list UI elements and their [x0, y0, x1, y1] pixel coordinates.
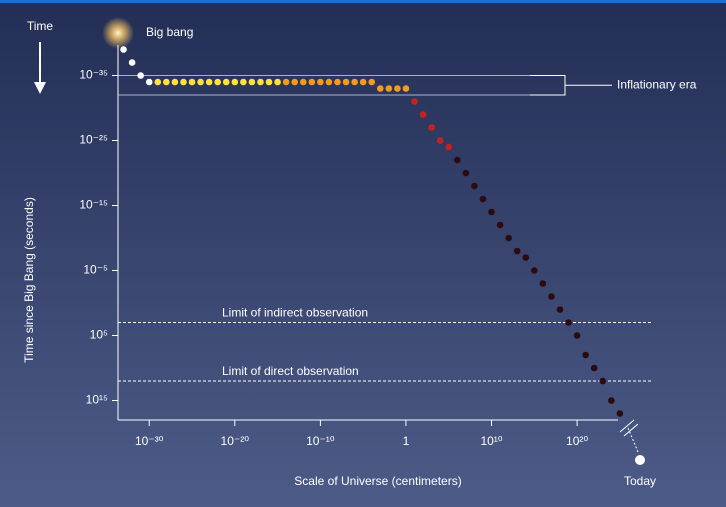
x-tick-label: 10⁻²⁰ — [221, 434, 250, 448]
dot — [154, 78, 162, 86]
dot — [462, 169, 470, 177]
dot — [205, 78, 213, 86]
dot — [368, 78, 376, 86]
dot — [188, 78, 196, 86]
y-tick-label: 10⁻²⁵ — [79, 133, 108, 147]
dot — [248, 78, 256, 86]
y-tick-label: 10⁵ — [90, 328, 108, 342]
today-connector — [627, 427, 639, 453]
dot — [471, 182, 478, 190]
dot — [402, 85, 410, 92]
dot — [513, 247, 521, 255]
dot — [291, 78, 299, 86]
dot — [479, 195, 487, 203]
dot — [428, 124, 435, 131]
dot — [145, 78, 153, 86]
dot — [137, 72, 144, 79]
dot — [325, 78, 333, 86]
y-tick-label: 10¹⁵ — [86, 393, 108, 407]
dot — [171, 78, 179, 86]
today-point — [635, 455, 645, 465]
dot — [214, 78, 221, 86]
dot — [590, 364, 598, 372]
dot — [163, 78, 170, 86]
era-label: Inflationary era — [617, 77, 697, 91]
dot — [616, 410, 624, 417]
y-tick-label: 10⁻¹⁵ — [79, 198, 108, 212]
dot — [565, 319, 572, 326]
big-bang-glow — [102, 17, 134, 49]
dot — [539, 280, 547, 287]
era-bracket — [530, 75, 612, 96]
dot — [197, 78, 204, 86]
x-tick-label: 10⁻³⁰ — [135, 434, 164, 448]
dot — [573, 332, 581, 339]
dot — [394, 85, 401, 92]
time-label: Time — [27, 19, 54, 33]
y-tick-label: 10⁻⁵ — [83, 263, 108, 277]
dot — [385, 85, 393, 92]
dot — [608, 397, 615, 404]
dot — [436, 137, 444, 144]
dot — [376, 85, 384, 92]
dot — [231, 78, 239, 86]
dot — [240, 78, 247, 86]
dot — [359, 78, 367, 86]
dot — [453, 156, 461, 164]
dot — [265, 78, 273, 86]
dot — [505, 234, 512, 242]
dot — [445, 143, 453, 151]
x-tick-label: 10⁻¹⁰ — [306, 434, 335, 448]
big-bang-label: Big bang — [146, 25, 193, 39]
dot — [299, 78, 307, 86]
dot — [222, 78, 230, 86]
dot — [488, 208, 495, 216]
axis-break — [619, 419, 639, 437]
dot — [334, 78, 341, 86]
dot — [411, 98, 418, 105]
time-arrow-head — [34, 82, 46, 94]
limit-label: Limit of indirect observation — [222, 306, 368, 320]
y-tick-label: 10⁻³⁵ — [79, 68, 108, 82]
y-axis-title: Time since Big Bang (seconds) — [22, 197, 36, 363]
dot — [128, 59, 136, 66]
dot — [308, 78, 316, 86]
dot — [556, 306, 564, 313]
dot — [120, 46, 127, 53]
dot — [257, 78, 264, 86]
x-axis-title: Scale of Universe (centimeters) — [294, 474, 461, 488]
dot — [180, 78, 187, 86]
x-tick-label: 1 — [403, 434, 410, 448]
dot — [496, 221, 504, 229]
limit-label: Limit of direct observation — [222, 364, 359, 378]
dot — [548, 293, 555, 300]
dot — [317, 78, 324, 86]
dot — [599, 377, 607, 385]
x-tick-label: 10²⁰ — [566, 434, 588, 448]
dot — [582, 351, 589, 359]
dot — [351, 78, 358, 86]
x-tick-label: 10¹⁰ — [480, 434, 502, 448]
dot — [282, 78, 290, 86]
dot — [531, 267, 538, 274]
top-border — [0, 0, 726, 3]
dot — [274, 78, 281, 86]
today-label: Today — [624, 474, 656, 488]
dot — [522, 254, 530, 261]
dot — [342, 78, 350, 86]
dot — [419, 111, 427, 118]
